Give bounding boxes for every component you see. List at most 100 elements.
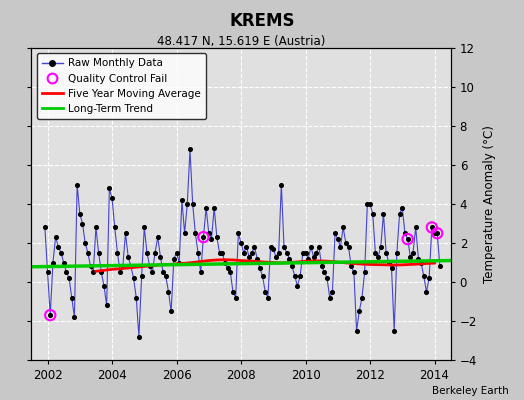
Point bbox=[390, 328, 398, 334]
Point bbox=[264, 294, 272, 301]
Y-axis label: Temperature Anomaly (°C): Temperature Anomaly (°C) bbox=[483, 125, 496, 283]
Point bbox=[285, 255, 293, 262]
Point bbox=[204, 230, 213, 236]
Point bbox=[239, 250, 248, 256]
Point bbox=[414, 255, 422, 262]
Point bbox=[199, 234, 208, 240]
Point bbox=[385, 259, 393, 266]
Point bbox=[401, 230, 409, 236]
Point bbox=[256, 265, 264, 272]
Point bbox=[208, 236, 216, 242]
Point bbox=[156, 254, 165, 260]
Point bbox=[374, 254, 383, 260]
Point bbox=[111, 224, 119, 230]
Point bbox=[75, 210, 84, 217]
Point bbox=[57, 250, 65, 256]
Point bbox=[291, 273, 299, 279]
Point bbox=[272, 254, 280, 260]
Point bbox=[183, 201, 191, 207]
Text: KREMS: KREMS bbox=[230, 12, 294, 30]
Point bbox=[237, 240, 245, 246]
Point bbox=[218, 250, 226, 256]
Point bbox=[65, 275, 73, 281]
Point bbox=[299, 250, 307, 256]
Point bbox=[318, 263, 326, 270]
Legend: Raw Monthly Data, Quality Control Fail, Five Year Moving Average, Long-Term Tren: Raw Monthly Data, Quality Control Fail, … bbox=[37, 53, 206, 119]
Point bbox=[127, 263, 135, 270]
Point bbox=[60, 259, 68, 266]
Point bbox=[154, 234, 162, 240]
Point bbox=[167, 308, 176, 314]
Point bbox=[411, 224, 420, 230]
Point bbox=[280, 244, 288, 250]
Point bbox=[269, 246, 278, 252]
Point bbox=[328, 288, 336, 295]
Point bbox=[377, 244, 385, 250]
Point bbox=[221, 259, 229, 266]
Point bbox=[202, 205, 210, 211]
Point bbox=[215, 250, 224, 256]
Point bbox=[344, 244, 353, 250]
Point bbox=[78, 220, 86, 227]
Point bbox=[213, 234, 221, 240]
Point bbox=[135, 333, 143, 340]
Point bbox=[420, 273, 428, 279]
Point bbox=[258, 273, 267, 279]
Point bbox=[151, 250, 159, 256]
Point bbox=[143, 250, 151, 256]
Point bbox=[425, 275, 433, 281]
Point bbox=[92, 224, 100, 230]
Point bbox=[247, 250, 256, 256]
Point bbox=[296, 273, 304, 279]
Point bbox=[363, 201, 372, 207]
Point bbox=[331, 230, 340, 236]
Point bbox=[86, 263, 95, 270]
Point bbox=[347, 263, 355, 270]
Point bbox=[189, 201, 197, 207]
Point bbox=[191, 230, 200, 236]
Point bbox=[100, 283, 108, 289]
Point bbox=[124, 254, 133, 260]
Point bbox=[223, 265, 232, 272]
Point bbox=[406, 254, 414, 260]
Point bbox=[108, 195, 116, 201]
Point bbox=[137, 273, 146, 279]
Point bbox=[118, 263, 127, 270]
Point bbox=[70, 314, 79, 320]
Point bbox=[103, 302, 111, 309]
Point bbox=[398, 205, 407, 211]
Point bbox=[392, 250, 401, 256]
Point bbox=[148, 269, 157, 276]
Point bbox=[210, 205, 219, 211]
Point bbox=[361, 269, 369, 276]
Point bbox=[352, 328, 361, 334]
Point bbox=[307, 244, 315, 250]
Point bbox=[368, 210, 377, 217]
Point bbox=[159, 269, 167, 276]
Point bbox=[325, 294, 334, 301]
Point bbox=[132, 294, 140, 301]
Point bbox=[186, 146, 194, 153]
Point bbox=[122, 230, 130, 236]
Point bbox=[315, 244, 323, 250]
Point bbox=[46, 312, 54, 318]
Point bbox=[275, 250, 283, 256]
Point bbox=[165, 288, 173, 295]
Point bbox=[387, 265, 396, 272]
Point bbox=[89, 269, 97, 276]
Point bbox=[170, 255, 178, 262]
Point bbox=[226, 269, 235, 276]
Title: 48.417 N, 15.619 E (Austria): 48.417 N, 15.619 E (Austria) bbox=[157, 35, 325, 48]
Point bbox=[46, 312, 54, 318]
Point bbox=[62, 269, 71, 276]
Point bbox=[342, 240, 350, 246]
Point bbox=[84, 250, 92, 256]
Point bbox=[199, 234, 208, 240]
Point bbox=[436, 263, 444, 270]
Point bbox=[105, 185, 114, 192]
Point bbox=[433, 230, 441, 236]
Point bbox=[51, 234, 60, 240]
Point bbox=[288, 263, 296, 270]
Point bbox=[277, 181, 286, 188]
Point bbox=[379, 210, 388, 217]
